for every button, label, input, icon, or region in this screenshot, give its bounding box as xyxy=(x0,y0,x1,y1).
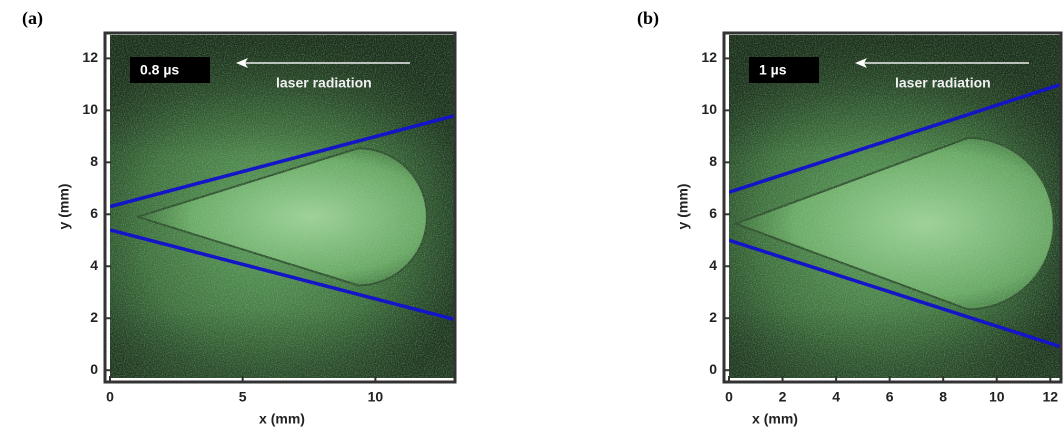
y-tick-label: 0 xyxy=(709,361,717,377)
x-tick-label: 10 xyxy=(989,389,1005,405)
annotation: laser radiation xyxy=(895,75,991,91)
arrow-head xyxy=(855,58,867,68)
x-tick-label: 12 xyxy=(1043,389,1059,405)
timestamp: 1 µs xyxy=(759,62,787,78)
x-tick-label: 8 xyxy=(939,389,947,405)
timestamp-box xyxy=(749,57,819,83)
y-tick-label: 10 xyxy=(701,101,717,117)
y-tick-label: 6 xyxy=(90,205,98,221)
y-tick-label: 4 xyxy=(709,257,717,273)
x-tick-label: 6 xyxy=(886,389,894,405)
boundary-line xyxy=(110,113,455,209)
boundary-line xyxy=(110,228,455,322)
x-tick-label: 0 xyxy=(725,389,733,405)
y-tick-label: 2 xyxy=(90,309,98,325)
panel: 0 5 10 0 2 4 6 8 10 12 x (mm) y (mm) (a) 0.8 µs laser … xyxy=(22,8,457,427)
y-tick-label: 4 xyxy=(90,257,98,273)
image-noise xyxy=(729,35,1061,378)
image-noise xyxy=(110,35,455,378)
x-tick-label: 0 xyxy=(106,389,114,405)
y-tick-label: 12 xyxy=(82,49,98,65)
axes-box xyxy=(103,31,457,384)
y-tick-label: 0 xyxy=(90,361,98,377)
axes-box xyxy=(722,31,1063,384)
x-tick-label: 10 xyxy=(368,389,384,405)
y-tick-label: 10 xyxy=(82,101,98,117)
y-tick-label: 8 xyxy=(709,153,717,169)
arrow-head xyxy=(236,58,248,68)
panel-label: (a) xyxy=(22,8,43,29)
x-tick-label: 2 xyxy=(779,389,787,405)
panel-label: (b) xyxy=(637,8,659,29)
y-axis-label: y (mm) xyxy=(675,184,691,230)
x-tick-label: 5 xyxy=(239,389,247,405)
y-tick-label: 6 xyxy=(709,205,717,221)
x-axis-label: x (mm) xyxy=(752,411,798,427)
panel: 0 2 4 6 8 10 12 0 2 4 6 8 10 12 x (mm) y (mm) (b) 1 µs las… xyxy=(637,8,1063,427)
y-tick-label: 2 xyxy=(709,309,717,325)
image xyxy=(729,35,1061,378)
timestamp: 0.8 µs xyxy=(140,62,179,78)
boundary-line xyxy=(729,238,1061,349)
x-axis-label: x (mm) xyxy=(259,411,305,427)
timestamp-box xyxy=(130,57,210,83)
x-tick-label: 4 xyxy=(832,389,840,405)
boundary-line xyxy=(729,82,1061,194)
image xyxy=(110,35,455,378)
y-tick-label: 12 xyxy=(701,49,717,65)
y-axis-label: y (mm) xyxy=(56,184,72,230)
y-tick-label: 8 xyxy=(90,153,98,169)
annotation: laser radiation xyxy=(276,75,372,91)
